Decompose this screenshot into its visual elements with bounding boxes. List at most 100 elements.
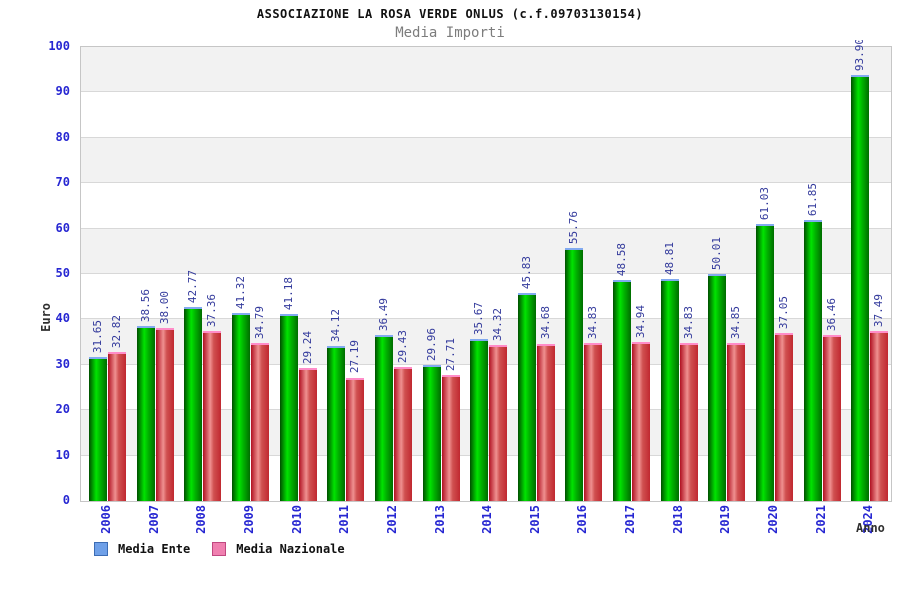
bar-media-nazionale [536, 343, 555, 501]
x-tick-label: 2008 [194, 505, 209, 534]
bar-media-nazionale [108, 352, 126, 501]
x-tick-label: 2017 [623, 505, 638, 534]
bar-value-label: 29.96 [424, 327, 438, 361]
bar-value-label: 34.83 [681, 305, 695, 339]
bar-value-label: 42.77 [186, 269, 200, 303]
x-tick-label: 2020 [766, 505, 781, 534]
bar-value-label: 34.79 [252, 305, 266, 340]
bar-value-label: 34.12 [329, 308, 343, 343]
y-tick-label: 60 [55, 220, 70, 235]
bar-media-ente [136, 325, 155, 501]
chart-subtitle: Media Importi [395, 25, 505, 41]
bar-media-ente [851, 74, 870, 501]
bar-value-label: 29.43 [395, 330, 409, 364]
media-nazionale-swatch-icon [212, 542, 227, 556]
media-ente-swatch-icon [94, 542, 108, 556]
y-tick-label: 100 [48, 40, 70, 53]
bar-value-label: 34.68 [538, 306, 552, 340]
plot-band [81, 228, 891, 274]
bar-media-nazionale [727, 342, 746, 501]
bar-media-nazionale [632, 342, 651, 501]
bar-media-ente [184, 306, 203, 501]
bar-value-label: 41.32 [233, 276, 247, 310]
bar-value-label: 38.00 [157, 291, 171, 325]
x-tick-label: 2014 [480, 505, 495, 534]
legend-item-media-ente: Media Ente [94, 542, 190, 556]
plot-band [81, 47, 891, 93]
y-tick-label: 50 [55, 266, 70, 280]
bar-value-label: 27.71 [443, 338, 457, 372]
bar-value-label: 45.83 [519, 255, 533, 289]
bar-media-nazionale [584, 342, 603, 501]
bar-value-label: 34.94 [634, 305, 648, 339]
bar-media-nazionale [393, 367, 412, 501]
x-tick-label: 2013 [432, 505, 447, 534]
bar-media-nazionale [203, 331, 222, 501]
y-axis-title: Euro [39, 303, 53, 332]
bar-media-nazionale [346, 377, 365, 501]
bar-value-label: 37.49 [872, 293, 886, 327]
chart-title: ASSOCIAZIONE LA ROSA VERDE ONLUS (c.f.09… [256, 7, 644, 21]
y-tick-label: 20 [55, 402, 70, 417]
y-tick-label: 70 [55, 175, 70, 190]
x-tick-label: 2018 [670, 505, 685, 534]
x-tick-label: 2007 [146, 505, 161, 534]
bar-media-ente [660, 279, 679, 501]
x-tick-label: 2006 [99, 505, 113, 534]
plot-band [81, 92, 891, 138]
plot-band [81, 183, 891, 229]
y-tick-label: 10 [55, 447, 70, 462]
legend: Media Ente Media Nazionale [94, 541, 367, 557]
bar-value-label: 36.46 [824, 298, 838, 332]
bar-value-label: 32.82 [110, 314, 123, 348]
x-tick-label: 2016 [575, 505, 590, 534]
bar-media-nazionale [298, 368, 317, 501]
y-tick-label: 80 [55, 129, 70, 144]
bar-media-ente [422, 364, 441, 501]
bar-media-ente [565, 247, 584, 501]
x-tick-label: 2015 [527, 505, 542, 534]
bar-media-nazionale [775, 332, 794, 501]
bar-media-ente [231, 313, 250, 501]
plot-band [81, 274, 891, 320]
bar-media-ente [327, 346, 346, 501]
bar-media-nazionale [441, 375, 460, 501]
x-tick-label: 2012 [384, 505, 399, 534]
bar-media-ente [803, 220, 822, 501]
bar-value-label: 34.85 [729, 305, 743, 339]
bar-media-ente [756, 223, 775, 501]
y-tick-label: 90 [55, 84, 70, 99]
bar-media-nazionale [679, 342, 698, 501]
bar-value-label: 50.01 [710, 236, 724, 270]
bar-value-label: 37.05 [777, 295, 791, 329]
bar-value-label: 61.03 [758, 186, 772, 220]
y-tick-label: 0 [62, 493, 70, 507]
gridline [81, 227, 891, 229]
x-tick-label: 2021 [813, 505, 828, 534]
bar-media-ente [470, 339, 489, 501]
bar-value-label: 34.32 [491, 308, 505, 342]
bar-media-ente [279, 314, 298, 501]
y-tick-label: 40 [55, 311, 70, 326]
gridline [81, 91, 891, 93]
bar-media-nazionale [155, 328, 174, 501]
bar-value-label: 34.83 [586, 305, 600, 339]
bar-media-ente [374, 335, 393, 501]
bar-value-label: 27.19 [348, 340, 362, 374]
bar-media-ente [517, 292, 536, 501]
bar-value-label: 55.76 [567, 210, 581, 244]
bar-media-nazionale [489, 345, 508, 501]
gridline [81, 273, 891, 274]
bar-media-ente [708, 273, 727, 501]
bar-media-nazionale [822, 335, 841, 501]
bar-value-label: 29.24 [300, 331, 314, 365]
plot-band [81, 137, 891, 184]
bar-value-label: 38.56 [138, 288, 152, 322]
chart-region: 31.65 32.82 38.56 38.00 42.77 37.36 41.32 34.79… [0, 40, 900, 600]
bar-value-label: 41.18 [281, 276, 295, 311]
bar-value-label: 93.90 [853, 40, 867, 71]
gridline [81, 182, 891, 184]
bar-media-nazionale [250, 343, 269, 501]
gridline [81, 136, 891, 138]
